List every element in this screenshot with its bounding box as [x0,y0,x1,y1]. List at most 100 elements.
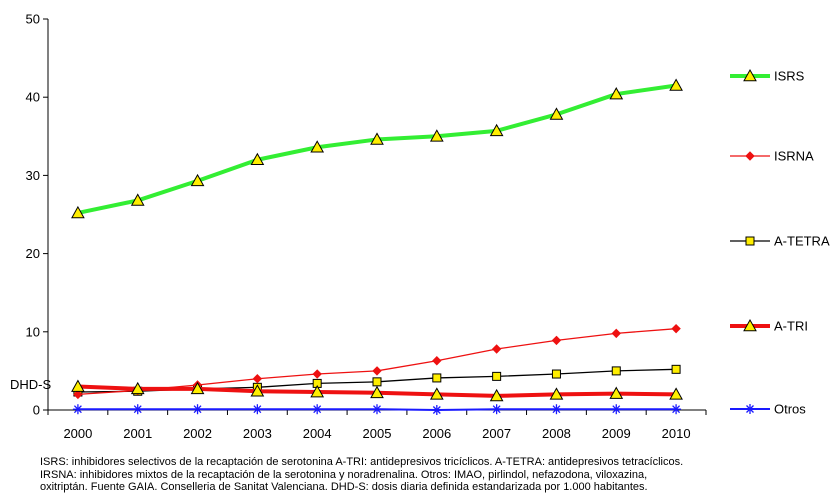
x-tick-label: 2001 [123,426,152,441]
data-point [370,132,384,145]
data-point [745,236,755,246]
series-line [77,83,677,215]
x-tick-label: 2007 [482,426,511,441]
y-axis-label: DHD-S [10,377,51,392]
y-tick-label: 10 [26,324,40,339]
data-point [609,386,624,399]
data-point-stroke [193,405,202,414]
legend-item-isrna: ISRNA [730,149,814,164]
data-point [491,344,502,354]
caption-line-1: ISRS: inhibidores selectivos de la recap… [40,456,684,468]
data-point [372,404,382,415]
data-point [71,379,85,392]
data-point-stroke [492,405,501,414]
data-point [312,369,322,379]
data-point [310,384,325,398]
legend-label: A-TETRA [774,234,830,249]
data-point-stroke [612,405,621,414]
x-tick-label: 2004 [303,426,332,441]
y-tick-label: 40 [26,90,40,105]
chart-axes: 0 10 20 30 40 50 DHD-S 2000 2001 2002 2003 2004 2005… [10,12,707,441]
data-point [549,107,564,120]
data-point [491,404,502,415]
data-point [312,404,323,415]
x-tick-label: 2006 [422,426,451,441]
data-point [130,381,145,395]
legend-label: A-TRI [774,319,808,334]
data-point [492,371,502,381]
line-chart: 0 10 20 30 40 50 DHD-S 2000 2001 2002 2003 2004 2005… [10,12,830,442]
data-point [611,404,622,415]
data-point [372,377,382,387]
data-point [745,404,755,414]
data-point [310,140,325,153]
data-point-stroke [552,405,561,414]
data-point [551,335,562,346]
legend-item-a-tri: A-TRI [730,319,808,334]
x-tick-label: 2008 [542,426,571,441]
data-point-stroke [373,405,381,414]
legend-item-isrs: ISRS [730,69,805,84]
data-point [132,404,143,415]
series-a-tri [71,379,683,402]
series-layer [71,78,683,415]
data-point [611,328,621,339]
data-point [252,404,263,415]
caption-line-3: oxitriptán. Fuente GAIA. Conselleria de … [40,481,648,493]
data-point [71,205,85,219]
data-point [743,318,757,332]
data-point [671,364,681,374]
data-point [250,152,265,166]
data-point [743,68,757,82]
data-point [192,404,203,415]
data-point-stroke [73,405,82,414]
data-point [432,373,442,383]
data-point [609,87,624,100]
x-tick-label: 2002 [183,426,212,441]
data-point-stroke [746,405,754,413]
y-tick-label: 50 [26,12,40,27]
data-point [190,173,205,187]
data-point [431,405,442,415]
y-tick-label: 20 [26,246,40,261]
data-point [671,404,682,415]
x-tick-label: 2000 [63,426,92,441]
y-tick-label: 30 [26,168,40,183]
data-point [551,404,562,415]
data-point-stroke [133,405,142,414]
legend: ISRS ISRNA A-TETRA A-TRI Otros [730,69,830,417]
data-point [489,123,504,137]
data-point [72,404,83,415]
figure-caption: ISRS: inhibidores selectivos de la recap… [40,456,830,494]
x-tick-label: 2005 [363,426,392,441]
data-point [190,381,205,395]
data-point-stroke [253,405,262,414]
data-point [669,78,683,91]
data-point [370,385,384,399]
legend-label: Otros [774,402,806,417]
series-otros [72,404,682,415]
data-point [745,151,755,161]
data-point [429,129,444,142]
data-point [372,366,382,376]
data-point-stroke [432,406,441,414]
data-point [549,387,564,400]
data-point-stroke [313,405,322,414]
data-point [432,356,442,366]
data-point [611,366,621,376]
data-point [252,374,263,384]
legend-item-otros: Otros [730,402,806,417]
legend-label: ISRNA [774,149,814,164]
data-point [429,387,444,400]
x-tick-label: 2009 [602,426,631,441]
data-point [551,369,561,379]
x-tick-label: 2003 [243,426,272,441]
y-tick-label: 0 [33,403,40,418]
data-point [671,323,681,334]
data-point [489,388,504,402]
data-point [130,193,145,206]
x-tick-label: 2010 [662,426,691,441]
series-isrs [71,78,683,219]
legend-item-a-tetra: A-TETRA [730,234,830,249]
legend-label: ISRS [774,69,805,84]
